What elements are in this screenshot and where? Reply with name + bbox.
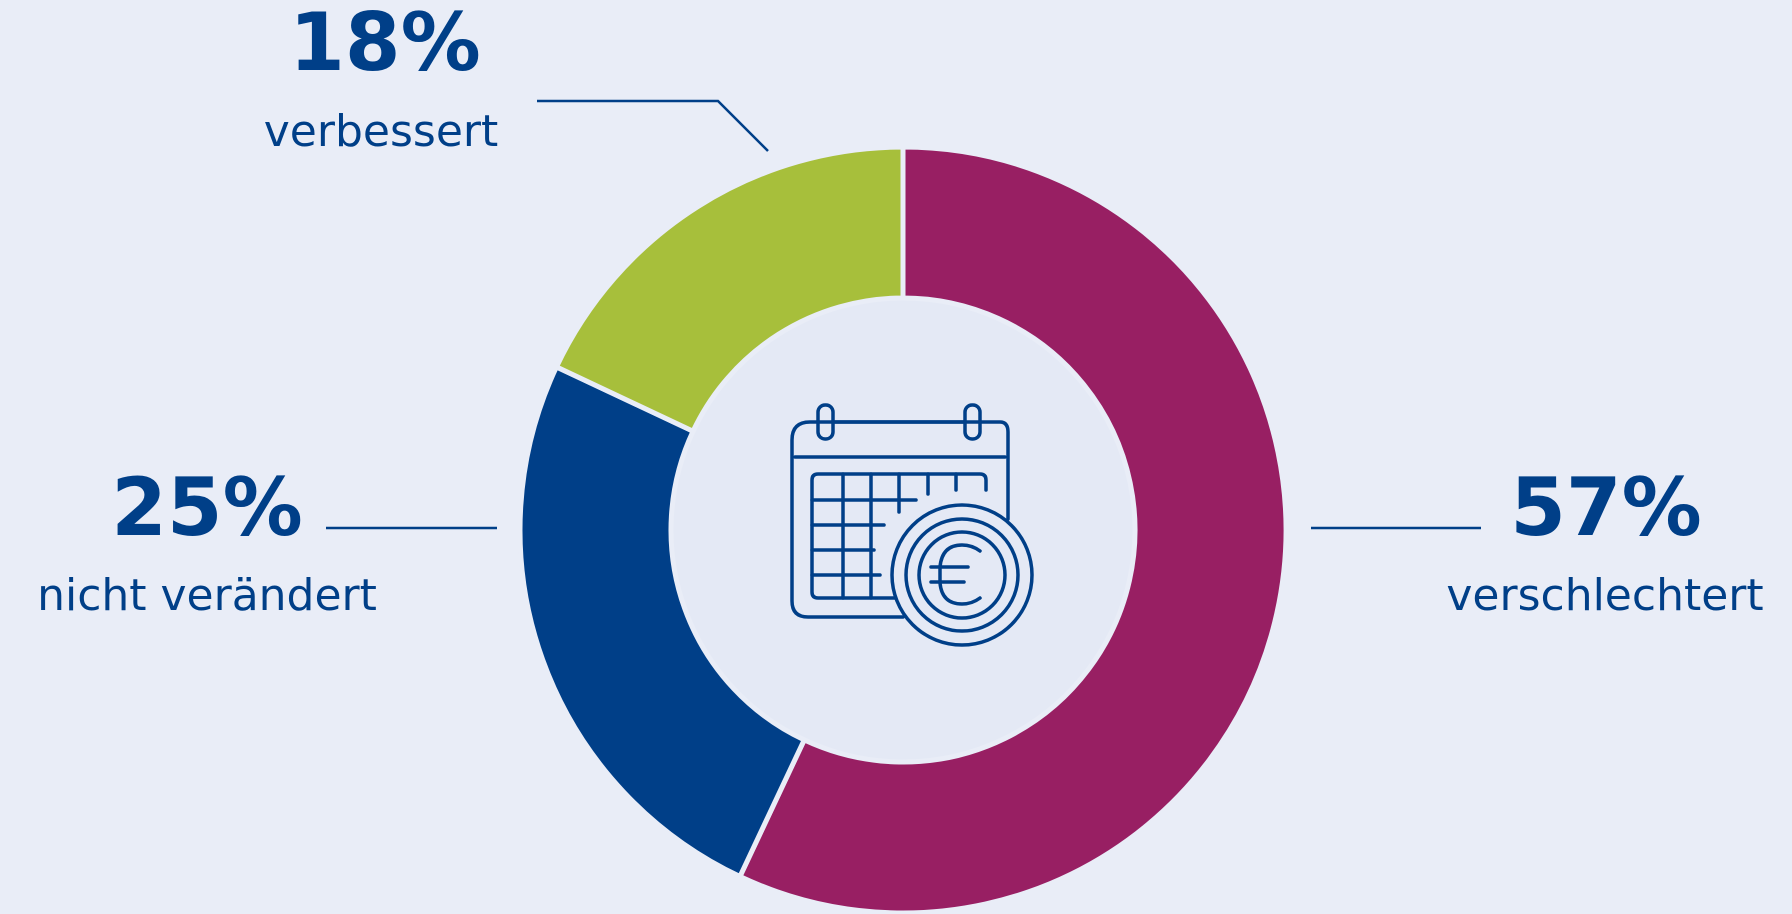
category-label-nicht-veraendert: nicht verändert bbox=[37, 570, 377, 621]
calendar-euro-icon bbox=[790, 403, 1034, 647]
value-label-verschlechtert: 57% bbox=[1510, 461, 1701, 554]
category-label-verschlechtert: verschlechtert bbox=[1446, 570, 1763, 621]
donut-slice-verschlechtert bbox=[736, 144, 1289, 914]
category-label-verbessert: verbessert bbox=[264, 106, 498, 157]
donut-slices bbox=[517, 144, 1289, 914]
donut-center bbox=[671, 298, 1135, 762]
value-label-nicht-veraendert: 25% bbox=[111, 461, 302, 554]
value-label-verbessert: 18% bbox=[289, 0, 480, 89]
leader-line-verbessert bbox=[537, 99, 769, 152]
donut-slice-nicht-ver-ndert bbox=[517, 363, 808, 880]
donut-slice-verbessert bbox=[553, 144, 906, 435]
